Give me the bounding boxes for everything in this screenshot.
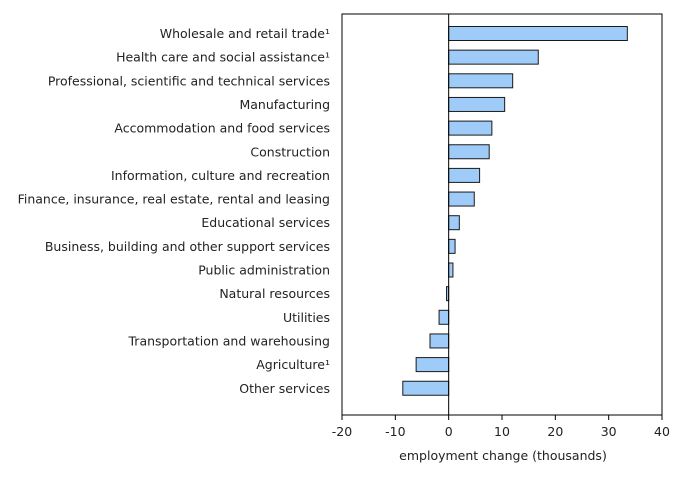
- category-label: Finance, insurance, real estate, rental …: [18, 192, 330, 207]
- category-label: Educational services: [201, 215, 330, 230]
- category-label: Business, building and other support ser…: [45, 239, 330, 254]
- bar: [448, 26, 628, 41]
- bar: [448, 191, 475, 207]
- category-label: Wholesale and retail trade¹: [160, 26, 330, 41]
- category-label: Health care and social assistance¹: [116, 50, 330, 65]
- x-axis-title: employment change (thousands): [399, 448, 607, 463]
- x-tick-label: 10: [494, 424, 510, 439]
- bar: [448, 144, 490, 160]
- x-axis-ticks-group: -20 -10 0 10 20 30 40: [332, 415, 670, 439]
- bar: [402, 380, 450, 396]
- category-label: Manufacturing: [239, 97, 330, 112]
- category-label: Natural resources: [219, 286, 330, 301]
- category-label: Professional, scientific and technical s…: [48, 73, 330, 88]
- bar: [448, 96, 506, 112]
- x-tick-label: -10: [385, 424, 405, 439]
- bar: [438, 309, 450, 325]
- bar: [448, 49, 539, 65]
- category-label: Accommodation and food services: [114, 121, 330, 136]
- x-tick-label: 30: [601, 424, 617, 439]
- category-label: Utilities: [283, 310, 330, 325]
- bars-group: [402, 26, 628, 396]
- x-tick-label: 20: [547, 424, 563, 439]
- category-label: Agriculture¹: [256, 357, 330, 372]
- x-tick-label: -20: [332, 424, 352, 439]
- bar: [448, 238, 456, 254]
- category-label: Public administration: [198, 263, 330, 278]
- category-label: Other services: [239, 381, 330, 396]
- bar: [448, 73, 514, 89]
- bar: [448, 262, 454, 278]
- bar: [415, 357, 450, 373]
- bar: [448, 215, 460, 231]
- category-labels-group: Wholesale and retail trade¹ Health care a…: [18, 26, 330, 396]
- category-label: Information, culture and recreation: [111, 168, 330, 183]
- bar: [429, 333, 450, 349]
- bar: [448, 120, 493, 136]
- category-label: Transportation and warehousing: [128, 333, 331, 348]
- x-tick-label: 40: [654, 424, 670, 439]
- bar: [448, 167, 481, 183]
- x-tick-label: 0: [445, 424, 453, 439]
- category-label: Construction: [250, 144, 330, 159]
